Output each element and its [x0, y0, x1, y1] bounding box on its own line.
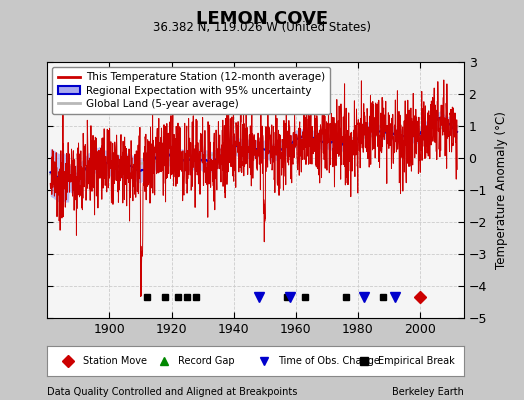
Text: 36.382 N, 119.026 W (United States): 36.382 N, 119.026 W (United States) [153, 21, 371, 34]
Text: Station Move: Station Move [83, 356, 147, 366]
Text: Data Quality Controlled and Aligned at Breakpoints: Data Quality Controlled and Aligned at B… [47, 387, 298, 397]
Text: Record Gap: Record Gap [178, 356, 235, 366]
Text: Berkeley Earth: Berkeley Earth [392, 387, 464, 397]
Text: Empirical Break: Empirical Break [378, 356, 455, 366]
Text: Time of Obs. Change: Time of Obs. Change [278, 356, 380, 366]
Legend: This Temperature Station (12-month average), Regional Expectation with 95% uncer: This Temperature Station (12-month avera… [52, 67, 330, 114]
Y-axis label: Temperature Anomaly (°C): Temperature Anomaly (°C) [495, 111, 508, 269]
Text: LEMON COVE: LEMON COVE [196, 10, 328, 28]
